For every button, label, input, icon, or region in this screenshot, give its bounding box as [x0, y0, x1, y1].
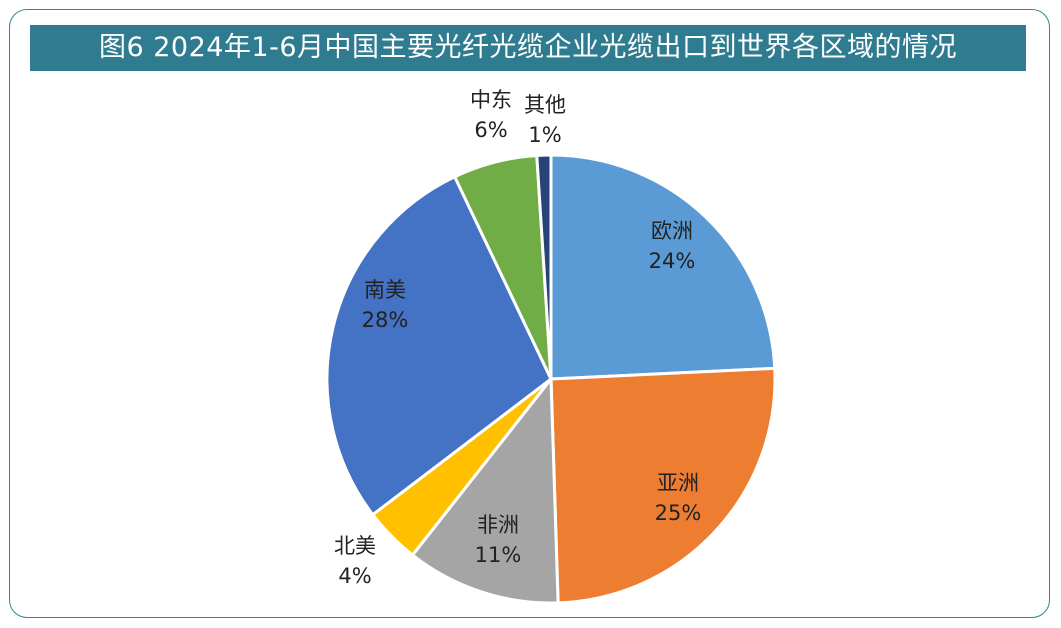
- slice-label-pct-1: 25%: [655, 501, 702, 525]
- slice-label-pct-3: 4%: [338, 564, 371, 588]
- pie-slice-4: [325, 175, 553, 517]
- pie-slice-1: [549, 366, 777, 605]
- slice-label-name-0: 欧洲: [651, 219, 693, 243]
- slice-label-pct-5: 6%: [474, 118, 507, 142]
- chart-title: 图6 2024年1-6月中国主要光纤光缆企业光缆出口到世界各区域的情况: [30, 25, 1026, 71]
- slice-label-pct-4: 28%: [362, 308, 409, 332]
- slice-label-pct-6: 1%: [528, 123, 561, 147]
- slice-label-name-4: 南美: [364, 278, 406, 302]
- slice-label-name-6: 其他: [524, 93, 566, 117]
- pie-slice-6: [535, 153, 553, 381]
- slice-label-name-3: 北美: [334, 534, 376, 558]
- pie-slice-0: [549, 153, 777, 381]
- slice-label-name-2: 非洲: [477, 513, 519, 537]
- slice-label-name-1: 亚洲: [657, 471, 699, 495]
- pie-slice-2: [411, 377, 560, 605]
- slice-label-pct-2: 11%: [475, 543, 522, 567]
- slice-label-pct-0: 24%: [649, 249, 696, 273]
- slice-label-name-5: 中东: [470, 88, 512, 112]
